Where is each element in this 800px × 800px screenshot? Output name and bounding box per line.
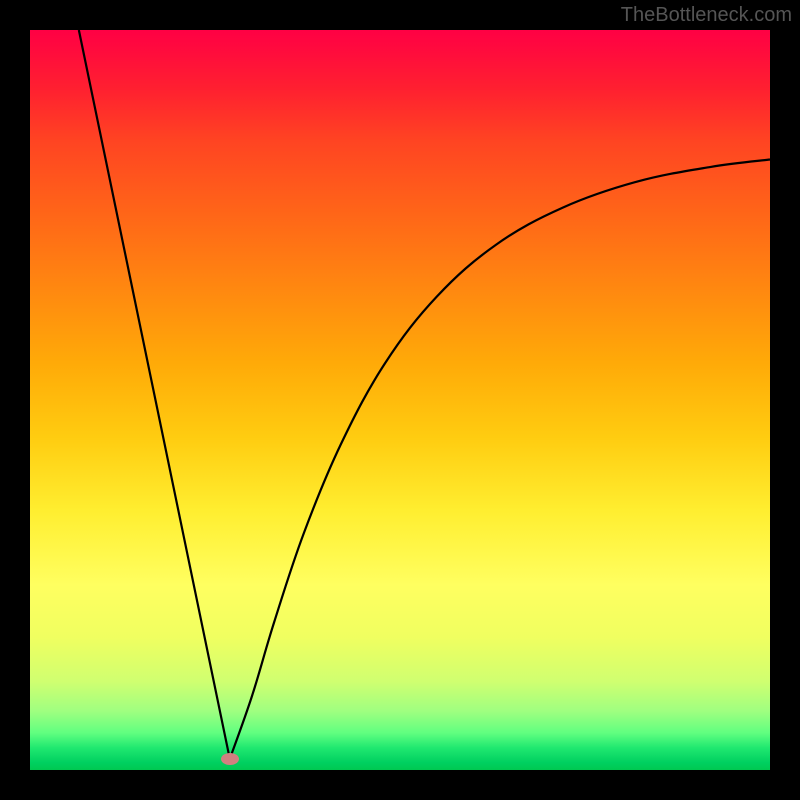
watermark-text: TheBottleneck.com — [621, 4, 792, 27]
minimum-marker — [221, 753, 239, 765]
bottleneck-curve — [0, 0, 800, 800]
